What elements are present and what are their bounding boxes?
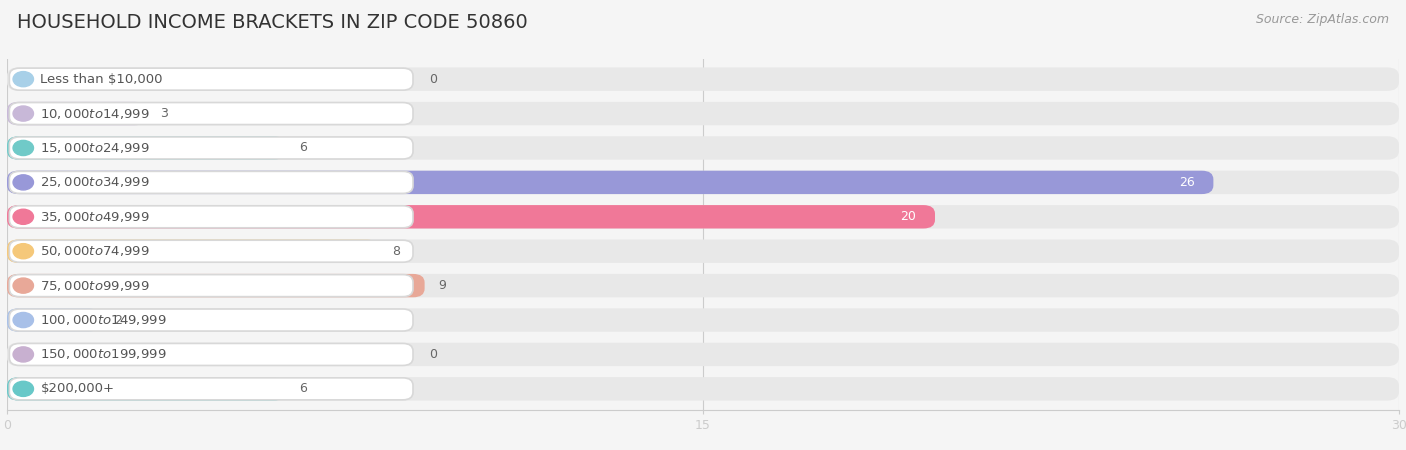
FancyBboxPatch shape [7, 171, 1213, 194]
Text: 6: 6 [299, 382, 308, 396]
Circle shape [13, 381, 34, 396]
Text: 6: 6 [299, 141, 308, 154]
FancyBboxPatch shape [7, 68, 1399, 91]
FancyBboxPatch shape [7, 377, 285, 400]
Text: 20: 20 [901, 210, 917, 223]
Text: $100,000 to $149,999: $100,000 to $149,999 [41, 313, 167, 327]
Text: 3: 3 [160, 107, 169, 120]
Text: $150,000 to $199,999: $150,000 to $199,999 [41, 347, 167, 361]
FancyBboxPatch shape [7, 102, 1399, 125]
Text: $15,000 to $24,999: $15,000 to $24,999 [41, 141, 150, 155]
Text: 26: 26 [1180, 176, 1195, 189]
Circle shape [13, 175, 34, 190]
FancyBboxPatch shape [7, 274, 1399, 297]
Circle shape [13, 278, 34, 293]
FancyBboxPatch shape [10, 103, 413, 125]
FancyBboxPatch shape [10, 274, 413, 297]
FancyBboxPatch shape [7, 274, 425, 297]
FancyBboxPatch shape [7, 136, 285, 160]
FancyBboxPatch shape [10, 240, 413, 262]
FancyBboxPatch shape [10, 68, 413, 90]
FancyBboxPatch shape [7, 205, 1399, 229]
FancyBboxPatch shape [10, 309, 413, 331]
Text: HOUSEHOLD INCOME BRACKETS IN ZIP CODE 50860: HOUSEHOLD INCOME BRACKETS IN ZIP CODE 50… [17, 14, 527, 32]
FancyBboxPatch shape [10, 171, 413, 193]
FancyBboxPatch shape [10, 206, 413, 228]
Text: $200,000+: $200,000+ [41, 382, 114, 396]
FancyBboxPatch shape [7, 377, 1399, 400]
Text: $25,000 to $34,999: $25,000 to $34,999 [41, 176, 150, 189]
Text: $75,000 to $99,999: $75,000 to $99,999 [41, 279, 150, 292]
FancyBboxPatch shape [10, 343, 413, 365]
Circle shape [13, 347, 34, 362]
FancyBboxPatch shape [7, 205, 935, 229]
Circle shape [13, 140, 34, 156]
Text: 2: 2 [114, 314, 122, 327]
FancyBboxPatch shape [7, 102, 146, 125]
Circle shape [13, 106, 34, 121]
FancyBboxPatch shape [7, 239, 1399, 263]
Text: 0: 0 [429, 348, 437, 361]
Text: $35,000 to $49,999: $35,000 to $49,999 [41, 210, 150, 224]
FancyBboxPatch shape [7, 136, 1399, 160]
Circle shape [13, 72, 34, 87]
Text: Less than $10,000: Less than $10,000 [41, 72, 163, 86]
Text: Source: ZipAtlas.com: Source: ZipAtlas.com [1256, 14, 1389, 27]
Text: 9: 9 [439, 279, 447, 292]
Text: 0: 0 [429, 72, 437, 86]
Circle shape [13, 209, 34, 225]
Text: $10,000 to $14,999: $10,000 to $14,999 [41, 107, 150, 121]
FancyBboxPatch shape [7, 239, 378, 263]
FancyBboxPatch shape [10, 137, 413, 159]
FancyBboxPatch shape [7, 308, 1399, 332]
FancyBboxPatch shape [10, 378, 413, 400]
Circle shape [13, 312, 34, 328]
FancyBboxPatch shape [7, 171, 1399, 194]
Circle shape [13, 243, 34, 259]
FancyBboxPatch shape [7, 308, 100, 332]
FancyBboxPatch shape [7, 343, 1399, 366]
Text: $50,000 to $74,999: $50,000 to $74,999 [41, 244, 150, 258]
Text: 8: 8 [392, 245, 401, 258]
